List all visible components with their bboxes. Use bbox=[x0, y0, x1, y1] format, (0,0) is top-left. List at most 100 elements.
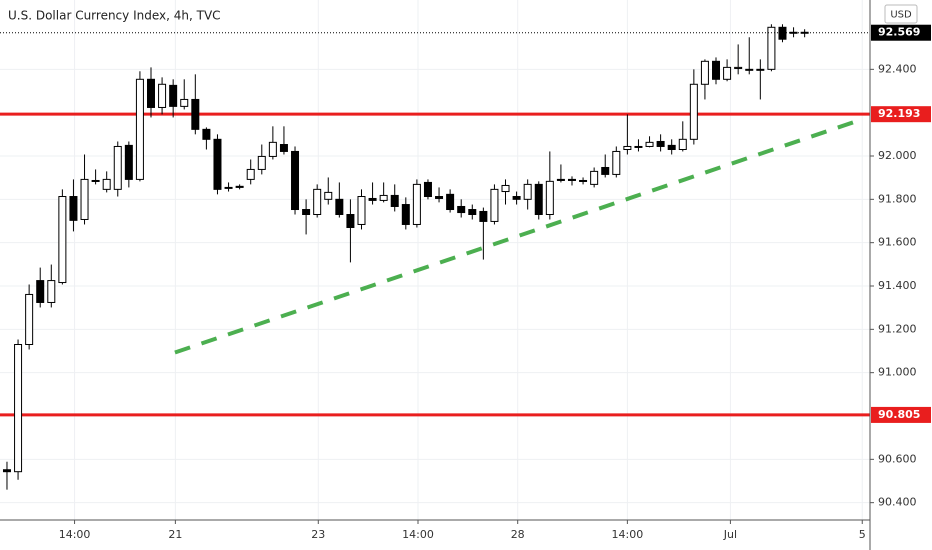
level-label: 90.805 bbox=[878, 408, 920, 421]
x-tick-label: 14:00 bbox=[59, 528, 91, 541]
x-tick-label: 14:00 bbox=[402, 528, 434, 541]
candle-body bbox=[213, 138, 222, 190]
candle-body bbox=[268, 141, 277, 157]
level-label: 92.193 bbox=[878, 107, 920, 120]
level-label-box bbox=[871, 406, 931, 423]
x-tick-label: 28 bbox=[511, 528, 525, 541]
candle-body bbox=[745, 68, 754, 71]
candle-body bbox=[169, 84, 178, 107]
candle-body bbox=[191, 98, 200, 130]
chart-title: U.S. Dollar Currency Index, 4h, TVC bbox=[8, 9, 221, 23]
candle-body bbox=[91, 179, 100, 182]
candle-body bbox=[279, 144, 288, 152]
candle-body bbox=[523, 183, 532, 200]
candle-body bbox=[601, 166, 610, 175]
candle-body bbox=[667, 144, 676, 150]
candle-body bbox=[446, 193, 455, 211]
candle-body bbox=[556, 178, 565, 181]
y-tick-label: 91.600 bbox=[878, 236, 917, 249]
candle-body bbox=[579, 179, 588, 182]
x-tick-label: 23 bbox=[311, 528, 325, 541]
y-tick-label: 92.400 bbox=[878, 62, 917, 75]
currency-box[interactable] bbox=[884, 4, 918, 24]
candle-body bbox=[778, 26, 787, 40]
candle-body bbox=[512, 196, 521, 200]
candle-body bbox=[734, 66, 743, 69]
x-tick-label: 5 bbox=[859, 528, 866, 541]
candle-body bbox=[302, 209, 311, 215]
last-price-label: 92.569 bbox=[878, 26, 920, 39]
candle-body bbox=[58, 196, 67, 284]
candle-body bbox=[2, 469, 11, 473]
candle-body bbox=[357, 196, 366, 225]
candle-body bbox=[634, 145, 643, 148]
candle-body bbox=[291, 150, 300, 211]
candle-body bbox=[689, 83, 698, 140]
candle-body bbox=[324, 191, 333, 200]
candle-body bbox=[534, 183, 543, 215]
candle-body bbox=[457, 205, 466, 214]
candle-body bbox=[158, 83, 167, 108]
candle-body bbox=[257, 155, 266, 170]
candle-body bbox=[723, 66, 732, 80]
currency: USD bbox=[890, 10, 912, 21]
x-tick-label: Jul bbox=[723, 528, 737, 541]
candle-body bbox=[700, 60, 709, 85]
y-tick-label: 90.600 bbox=[878, 452, 917, 465]
y-tick-label: 92.000 bbox=[878, 149, 917, 162]
candle-body bbox=[346, 214, 355, 228]
candle-body bbox=[335, 198, 344, 215]
candle-body bbox=[102, 178, 111, 190]
grid bbox=[0, 0, 870, 520]
trend-line bbox=[174, 117, 863, 355]
candle-body bbox=[47, 280, 56, 303]
candle-body bbox=[545, 180, 554, 216]
candle-body bbox=[645, 141, 654, 147]
y-tick-label: 91.000 bbox=[878, 366, 917, 379]
candle-body bbox=[567, 178, 576, 181]
candle-body bbox=[36, 280, 45, 303]
candle-body bbox=[147, 78, 156, 108]
y-tick-label: 91.400 bbox=[878, 279, 917, 292]
candle-body bbox=[479, 210, 488, 222]
x-tick-label: 14:00 bbox=[612, 528, 644, 541]
candle-body bbox=[789, 31, 798, 34]
candle-body bbox=[313, 188, 322, 216]
candle-body bbox=[379, 194, 388, 201]
candle-body bbox=[202, 128, 211, 140]
candle-body bbox=[246, 168, 255, 180]
candle-body bbox=[69, 196, 78, 221]
candle-body bbox=[490, 188, 499, 222]
last-price-box bbox=[871, 24, 931, 41]
x-tick-label: 21 bbox=[168, 528, 182, 541]
candle-body bbox=[180, 98, 189, 107]
candle-body bbox=[135, 78, 144, 180]
plot bbox=[0, 24, 870, 490]
candle-body bbox=[401, 204, 410, 225]
y-tick-label: 90.400 bbox=[878, 496, 917, 509]
candle-body bbox=[590, 170, 599, 185]
candle-body bbox=[368, 197, 377, 201]
y-tick-label: 91.200 bbox=[878, 322, 917, 335]
level-label-box bbox=[871, 106, 931, 123]
candle-body bbox=[224, 186, 233, 189]
candle-body bbox=[25, 293, 34, 346]
candle-body bbox=[14, 344, 23, 473]
candle-body bbox=[113, 145, 122, 190]
candle-body bbox=[767, 26, 776, 70]
candle-body bbox=[390, 194, 399, 207]
candle-body bbox=[124, 144, 133, 180]
candle-body bbox=[235, 185, 244, 188]
candle-body bbox=[468, 209, 477, 215]
candle-body bbox=[623, 145, 632, 150]
axes: 92.400 92.000 91.800 91.600 91.400 91.200 91.0… bbox=[59, 24, 931, 541]
candle-body bbox=[712, 60, 721, 80]
candle-body bbox=[612, 150, 621, 175]
candle-body bbox=[435, 196, 444, 199]
candle-body bbox=[656, 140, 665, 147]
y-tick-label: 91.800 bbox=[878, 192, 917, 205]
candle-body bbox=[412, 183, 421, 225]
candle-body bbox=[80, 178, 89, 220]
candle-body bbox=[423, 181, 432, 198]
